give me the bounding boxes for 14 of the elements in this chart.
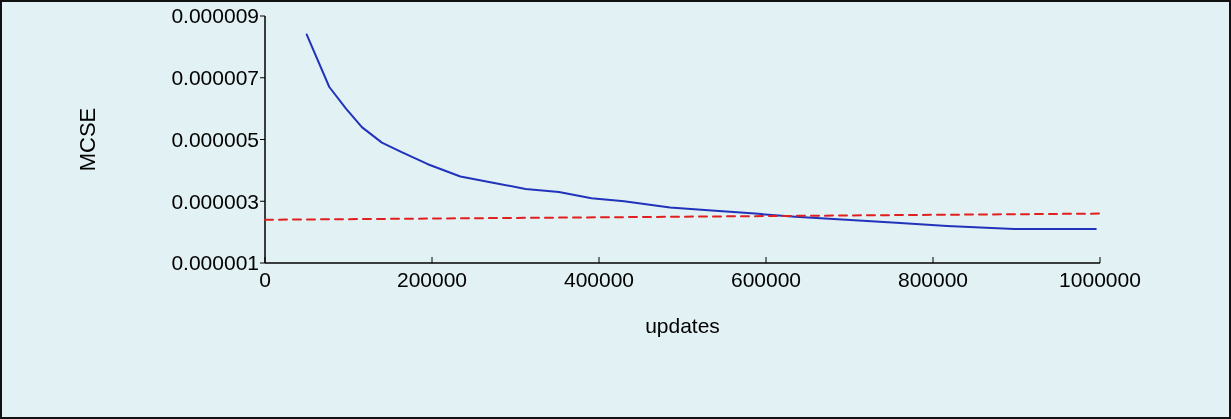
y-tick-label: 0.000009 bbox=[171, 4, 259, 28]
y-tick-label: 0.000005 bbox=[171, 127, 259, 151]
y-axis-title: MCSE bbox=[75, 107, 100, 172]
x-tick-label: 1000000 bbox=[1059, 268, 1141, 291]
x-tick-label: 400000 bbox=[563, 268, 635, 291]
x-axis-title: updates bbox=[645, 314, 720, 337]
x-tick-label: 200000 bbox=[396, 268, 468, 291]
line-series bbox=[305, 33, 1097, 231]
x-tick-label: 600000 bbox=[730, 268, 802, 291]
y-tick-label: 0.000007 bbox=[171, 66, 259, 90]
y-tick-label: 0.000001 bbox=[171, 251, 259, 275]
x-tick-label: 0 bbox=[259, 268, 271, 291]
x-tick-label: 800000 bbox=[897, 268, 969, 291]
y-tick-label: 0.000003 bbox=[171, 189, 259, 213]
